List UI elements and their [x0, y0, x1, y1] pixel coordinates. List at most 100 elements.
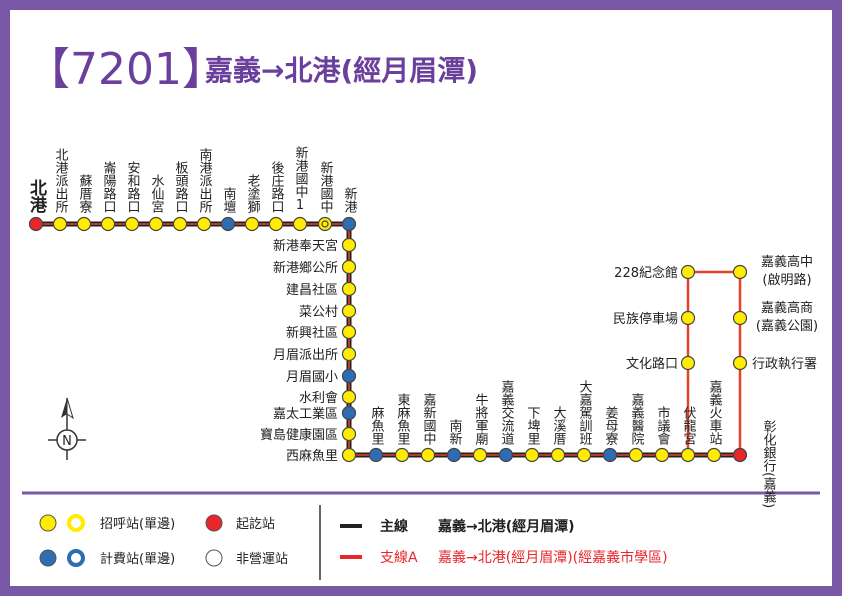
stop-marker [394, 447, 410, 463]
stop-marker [680, 447, 696, 463]
stop-label: 新港奉天宮 [273, 238, 338, 254]
stop-marker [654, 447, 670, 463]
stop-label: 崙陽路口 [101, 161, 117, 213]
stop-label: 北港派出所 [53, 148, 69, 213]
stop-label: 新港 [342, 186, 358, 213]
route-number: 【7201】 [26, 44, 226, 95]
stop-label: 嘉義火車站 [707, 380, 723, 445]
compass-circle [56, 429, 78, 451]
route-title: 嘉義→北港(經月眉潭) [205, 54, 478, 87]
stops: 北港 北港派出所 蘇厝寮 崙陽路口 安和路口 水仙宮 板頭路口 南港派出所 南壇 老塗獅 後庄路口新… [26, 145, 818, 508]
stop-marker [341, 447, 357, 463]
stop-label: 文化路口 [626, 356, 678, 372]
stop-marker [550, 447, 566, 463]
stop-marker [341, 303, 357, 319]
legend-blue [39, 549, 57, 567]
stop-label: 彰化銀行(嘉義) [761, 419, 777, 508]
stop-marker [341, 368, 357, 384]
legend-text: 招呼站(單邊) [100, 517, 175, 532]
stop-label: 牛將軍廟 [473, 393, 489, 445]
stop-label: 菜公村 [299, 305, 338, 320]
stop-marker [124, 216, 140, 232]
stop-label: 嘉義交流道 [499, 380, 515, 445]
legend-text: 計費站(單邊) [100, 551, 175, 567]
stop-label: 民族停車場 [613, 311, 678, 327]
stop-label: 嘉義醫院 [629, 393, 645, 445]
stop-marker [172, 216, 188, 232]
stop-label: 安和路口 [125, 161, 141, 213]
stop-label: 南港派出所 [197, 147, 213, 213]
stop-label: 東麻魚里 [395, 392, 411, 445]
stop-marker [148, 216, 164, 232]
stop-label: 寶島健康園區 [260, 427, 338, 443]
stop-marker [446, 447, 462, 463]
stop-marker [341, 237, 357, 253]
stop-marker [52, 216, 68, 232]
stop-label: 大溪厝 [551, 406, 567, 445]
stop-label: 老塗獅 [245, 174, 261, 213]
stop-marker [706, 447, 722, 463]
legend-text: 非營運站 [236, 552, 288, 567]
stop-label: 伏龍宮 [681, 406, 697, 445]
compass-label: N [62, 434, 72, 449]
legend-yellow-ring [67, 514, 85, 532]
stop-label: 北港 [26, 179, 47, 214]
stop-label: 嘉新國中 [421, 393, 437, 445]
stop-marker [628, 447, 644, 463]
stop-marker [732, 310, 748, 326]
stop-label: 西麻魚里 [286, 449, 338, 464]
stop-marker [602, 447, 618, 463]
legend-white [205, 549, 223, 567]
stop-marker [292, 216, 308, 232]
stop-marker [244, 216, 260, 232]
legend-red [205, 514, 223, 532]
stop-label: 板頭路口 [173, 161, 189, 213]
stop-label: 新港國中 [318, 160, 334, 213]
stop-marker [341, 324, 357, 340]
stop-marker [268, 216, 284, 232]
stop-marker-ring [321, 220, 329, 228]
stop-label: 水利會 [299, 391, 338, 406]
compass-arrow [61, 398, 67, 418]
stop-label: 月眉國小 [286, 370, 338, 385]
stop-label: 嘉義高中(啟明路) [761, 254, 813, 288]
stop-marker [680, 355, 696, 371]
stop-label: 228紀念館 [614, 265, 678, 281]
stop-marker [732, 447, 748, 463]
stop-marker [341, 405, 357, 421]
stop-marker [732, 355, 748, 371]
stop-marker [680, 310, 696, 326]
legend-text: 嘉義→北港(經月眉潭)(經嘉義市學區) [438, 549, 668, 566]
stop-marker [220, 216, 236, 232]
compass: N [48, 397, 86, 460]
legend-text: 起訖站 [236, 516, 275, 532]
stop-marker [341, 346, 357, 362]
stop-marker [28, 216, 44, 232]
stop-label: 市議會 [655, 405, 671, 446]
stop-marker [341, 259, 357, 275]
stop-label: 下埤里 [525, 406, 541, 445]
stop-label: 後庄路口 [269, 161, 285, 213]
stop-label: 月眉派出所 [273, 348, 338, 363]
stop-label: 蘇厝寮 [77, 174, 93, 213]
stop-label: 新港鄉公所 [273, 260, 338, 276]
stop-label: 姜母寮 [603, 406, 619, 445]
legend: 招呼站(單邊) 起訖站 計費站(單邊) 非營運站 主線 嘉義→北港(經月眉潭) … [39, 514, 668, 567]
legend-text: 主線 [380, 518, 408, 535]
stop-label: 新興社區 [286, 325, 338, 341]
stop-marker [732, 264, 748, 280]
stop-marker [100, 216, 116, 232]
stop-marker [196, 216, 212, 232]
stop-marker [341, 216, 357, 232]
stop-label: 新港國中1 [293, 145, 309, 213]
stop-marker [472, 447, 488, 463]
stop-marker [680, 264, 696, 280]
stop-label: 大嘉駕訓班 [577, 380, 593, 445]
stop-label: 行政執行署 [752, 356, 817, 372]
stop-marker [524, 447, 540, 463]
stop-label: 水仙宮 [149, 174, 165, 213]
stop-label: 南壇 [221, 186, 237, 213]
stop-marker [76, 216, 92, 232]
compass-arrow [66, 397, 74, 420]
